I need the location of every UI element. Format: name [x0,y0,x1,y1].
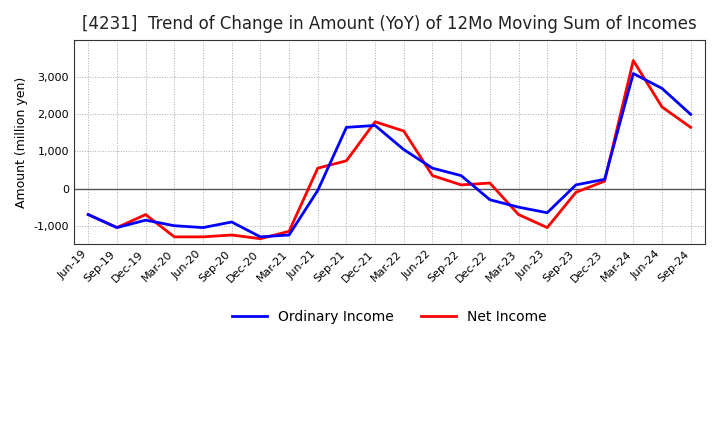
Net Income [485,180,494,186]
Ordinary Income [141,217,150,223]
Ordinary Income [572,182,580,187]
Net Income [342,158,351,163]
Ordinary Income [400,147,408,152]
Net Income [371,119,379,125]
Ordinary Income [256,234,265,239]
Ordinary Income [543,210,552,215]
Ordinary Income [686,112,695,117]
Ordinary Income [629,71,638,76]
Legend: Ordinary Income, Net Income: Ordinary Income, Net Income [227,304,552,329]
Net Income [572,190,580,195]
Net Income [629,58,638,63]
Ordinary Income [485,197,494,202]
Ordinary Income [284,232,293,238]
Ordinary Income [199,225,207,230]
Net Income [400,128,408,134]
Ordinary Income [342,125,351,130]
Net Income [600,179,609,184]
Net Income [686,125,695,130]
Net Income [457,182,466,187]
Ordinary Income [457,173,466,178]
Net Income [313,165,322,171]
Line: Net Income: Net Income [89,61,690,239]
Ordinary Income [657,86,666,91]
Ordinary Income [313,188,322,193]
Title: [4231]  Trend of Change in Amount (YoY) of 12Mo Moving Sum of Incomes: [4231] Trend of Change in Amount (YoY) o… [82,15,697,33]
Net Income [141,212,150,217]
Net Income [543,225,552,230]
Y-axis label: Amount (million yen): Amount (million yen) [15,77,28,208]
Ordinary Income [228,220,236,225]
Ordinary Income [84,212,93,217]
Line: Ordinary Income: Ordinary Income [89,73,690,237]
Ordinary Income [428,165,437,171]
Ordinary Income [170,223,179,228]
Net Income [84,212,93,217]
Net Income [256,236,265,242]
Ordinary Income [112,225,121,230]
Net Income [657,104,666,110]
Net Income [284,229,293,234]
Net Income [199,234,207,239]
Ordinary Income [600,177,609,182]
Ordinary Income [371,123,379,128]
Net Income [112,225,121,230]
Net Income [228,232,236,238]
Ordinary Income [514,205,523,210]
Net Income [428,173,437,178]
Net Income [514,212,523,217]
Net Income [170,234,179,239]
